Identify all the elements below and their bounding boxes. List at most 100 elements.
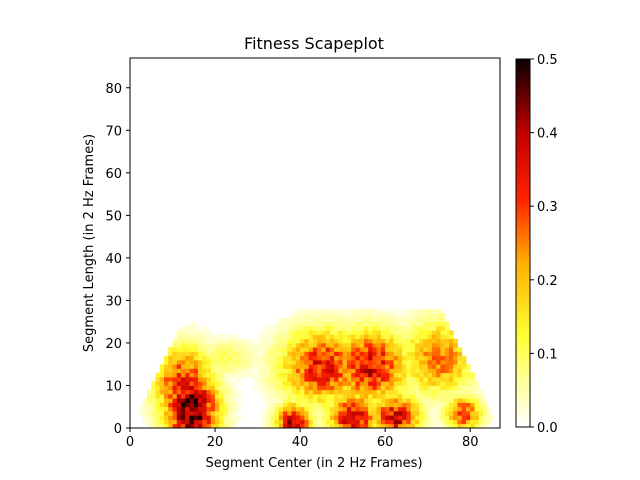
heatmap-cell [181, 423, 186, 429]
heatmap-cell [287, 351, 293, 357]
heatmap-cell [215, 389, 220, 395]
heatmap-cell [300, 389, 305, 395]
heatmap-cell [278, 334, 284, 340]
heatmap-cell [393, 355, 399, 361]
heatmap-cell [270, 385, 275, 391]
heatmap-cell [325, 381, 331, 386]
heatmap-cell [334, 372, 339, 378]
heatmap-cell [423, 313, 429, 318]
heatmap-cell [329, 410, 335, 416]
heatmap-cell [240, 359, 246, 365]
heatmap-cell [368, 308, 373, 314]
heatmap-cell [219, 338, 224, 344]
heatmap-cell [453, 398, 458, 403]
heatmap-cell [397, 398, 403, 403]
heatmap-cell [444, 376, 450, 382]
y-axis-label: Segment Length (in 2 Hz Frames) [82, 134, 97, 352]
heatmap-cell [312, 376, 318, 382]
heatmap-cell [261, 381, 267, 386]
heatmap-cell [206, 368, 212, 374]
heatmap-cell [359, 342, 365, 348]
heatmap-cell [393, 372, 399, 378]
heatmap-cell [295, 389, 301, 395]
colorbar-tick-label: 0.0 [537, 421, 558, 436]
heatmap-cell [444, 342, 450, 348]
heatmap-cell [448, 406, 454, 412]
heatmap-cell [380, 402, 386, 408]
heatmap-cell [300, 376, 305, 382]
heatmap-cell [363, 389, 369, 395]
heatmap-cell [291, 338, 297, 344]
heatmap-cell [185, 342, 190, 348]
heatmap-cell [325, 364, 331, 369]
heatmap-cell [372, 423, 378, 429]
heatmap-cell [380, 338, 386, 344]
heatmap-cell [325, 325, 331, 331]
heatmap-cell [393, 330, 399, 335]
heatmap-cell [431, 372, 437, 378]
heatmap-cell [198, 385, 203, 391]
heatmap-cell [355, 334, 361, 340]
heatmap-cell [317, 398, 322, 403]
heatmap-cell [308, 313, 314, 318]
heatmap-cell [363, 381, 369, 386]
heatmap-cell [189, 330, 195, 335]
heatmap-cell [317, 368, 322, 374]
heatmap-cell [470, 410, 475, 416]
heatmap-cell [308, 338, 314, 344]
heatmap-cell [478, 402, 484, 408]
heatmap-cell [308, 381, 314, 386]
heatmap-cell [397, 325, 403, 331]
heatmap-cell [274, 351, 280, 357]
heatmap-cell [266, 402, 271, 408]
heatmap-cell [278, 338, 284, 344]
heatmap-cell [321, 385, 327, 391]
heatmap-cell [283, 406, 288, 412]
heatmap-cell [338, 415, 344, 420]
heatmap-cell [431, 330, 437, 335]
heatmap-cell [151, 389, 156, 395]
heatmap-cell [423, 364, 429, 369]
heatmap-cell [402, 355, 407, 361]
heatmap-cell [244, 355, 250, 361]
heatmap-cell [351, 393, 356, 399]
heatmap-cell [244, 338, 250, 344]
heatmap-cell [253, 347, 258, 352]
heatmap-cell [278, 330, 284, 335]
heatmap-cell [419, 419, 424, 425]
heatmap-cell [151, 410, 156, 416]
heatmap-cell [329, 389, 335, 395]
heatmap-cell [172, 381, 178, 386]
heatmap-cell [219, 372, 224, 378]
heatmap-cell [287, 321, 293, 327]
heatmap-cell [274, 334, 280, 340]
heatmap-cell [227, 402, 233, 408]
heatmap-cell [342, 389, 348, 395]
heatmap-cell [295, 381, 301, 386]
heatmap-cell [355, 389, 361, 395]
heatmap-cell [419, 334, 424, 340]
heatmap-cell [312, 389, 318, 395]
heatmap-cell [202, 381, 207, 386]
heatmap-cell [376, 338, 382, 344]
heatmap-cell [423, 398, 429, 403]
heatmap-cell [300, 372, 305, 378]
heatmap-cell [257, 347, 263, 352]
heatmap-cell [300, 381, 305, 386]
heatmap-cell [448, 364, 454, 369]
heatmap-cell [402, 359, 407, 365]
heatmap-cell [232, 355, 237, 361]
heatmap-cell [236, 406, 241, 412]
heatmap-cell [185, 347, 190, 352]
heatmap-cell [215, 381, 220, 386]
heatmap-cell [300, 364, 305, 369]
heatmap-cell [461, 355, 467, 361]
heatmap-cell [189, 376, 195, 382]
heatmap-cell [176, 334, 182, 340]
heatmap-cell [164, 398, 169, 403]
heatmap-cell [176, 398, 182, 403]
heatmap-cell [155, 406, 161, 412]
heatmap-cell [363, 398, 369, 403]
heatmap-cell [304, 325, 310, 331]
heatmap-cell [193, 372, 199, 378]
